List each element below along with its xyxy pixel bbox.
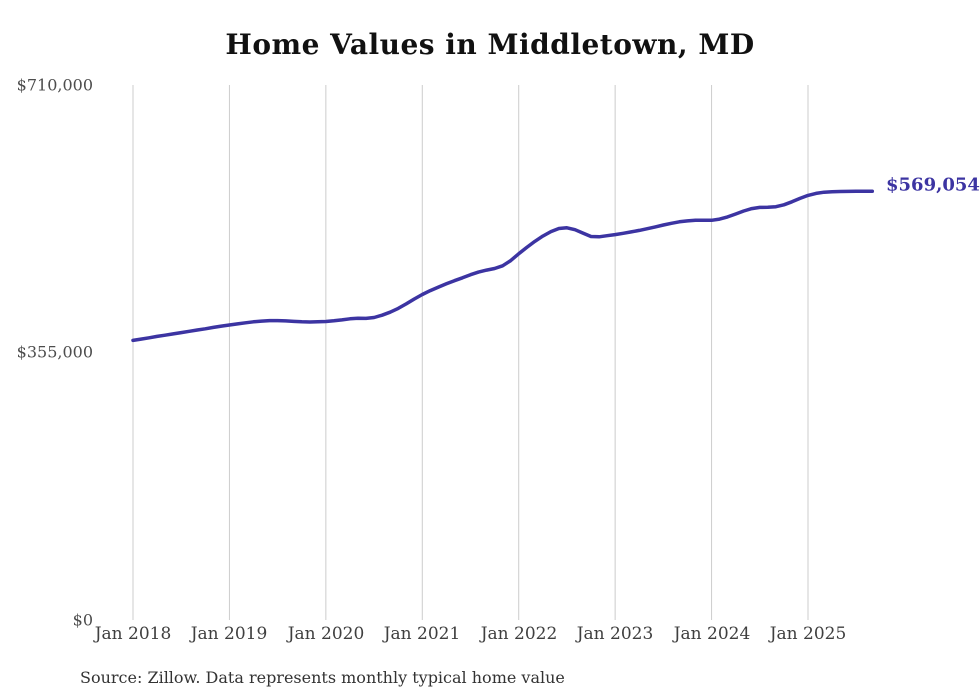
x-axis-tick-label: Jan 2025 <box>769 624 847 644</box>
y-axis-tick-label: $355,000 <box>16 342 93 362</box>
x-axis-tick-label: Jan 2022 <box>480 624 558 644</box>
x-axis-tick-label: Jan 2018 <box>94 624 172 644</box>
gridline-group <box>132 85 809 620</box>
x-axis-tick-label: Jan 2024 <box>673 624 751 644</box>
x-axis-tick-label: Jan 2019 <box>190 624 268 644</box>
source-note: Source: Zillow. Data represents monthly … <box>80 668 565 687</box>
x-axis-tick-label: Jan 2021 <box>383 624 461 644</box>
y-axis-tick-label: $710,000 <box>16 75 93 95</box>
x-axis-tick-label: Jan 2020 <box>287 624 365 644</box>
y-axis-tick-label: $0 <box>72 610 93 630</box>
end-value-label: $569,054 <box>886 174 980 196</box>
chart-title: Home Values in Middletown, MD <box>225 28 755 61</box>
home-value-line <box>131 189 875 343</box>
x-axis-tick-label: Jan 2023 <box>576 624 654 644</box>
